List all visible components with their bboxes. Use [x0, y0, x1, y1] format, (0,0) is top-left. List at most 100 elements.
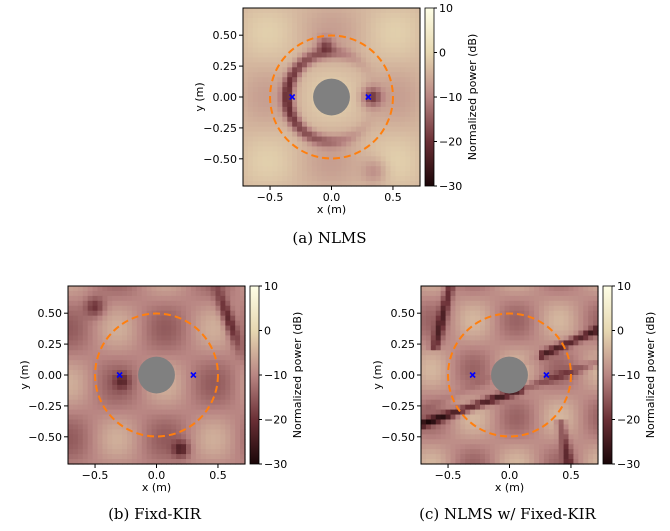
heatmap-cell: [558, 330, 565, 337]
heatmap-cell: [385, 171, 392, 177]
heatmap-cell: [141, 409, 148, 416]
heatmap-cell: [205, 399, 212, 406]
heatmap-cell: [395, 8, 401, 14]
heatmap-cell: [489, 345, 496, 351]
heatmap-cell: [385, 42, 392, 49]
heatmap-cell: [77, 379, 84, 386]
heatmap-cell: [543, 305, 550, 312]
heatmap-cell: [97, 389, 104, 396]
heatmap-cell: [480, 365, 486, 371]
heatmap-cell: [277, 67, 283, 73]
heatmap-cell: [146, 404, 153, 411]
heatmap-cell: [77, 315, 84, 322]
heatmap-cell: [146, 459, 153, 465]
heatmap-cell: [287, 126, 293, 133]
heatmap-cell: [524, 295, 530, 302]
heatmap-cell: [77, 429, 84, 435]
heatmap-cell: [97, 399, 104, 406]
heatmap-cell: [400, 136, 406, 143]
heatmap-cell: [272, 42, 279, 49]
heatmap-cell: [499, 459, 506, 465]
heatmap-cell: [210, 414, 217, 421]
heatmap-cell: [235, 394, 241, 401]
heatmap-cell: [195, 444, 202, 450]
heatmap-cell: [385, 176, 392, 182]
heatmap-cell: [583, 345, 589, 351]
heatmap-cell: [247, 141, 254, 148]
heatmap-cell: [470, 384, 476, 391]
heatmap-cell: [593, 320, 599, 327]
heatmap-cell: [215, 290, 222, 297]
heatmap-cell: [77, 370, 84, 376]
heatmap-cell: [92, 370, 99, 376]
heatmap-cell: [563, 424, 570, 430]
heatmap-cell: [445, 370, 452, 376]
heatmap-cell: [375, 151, 382, 157]
heatmap-cell: [131, 454, 138, 460]
heatmap-cell: [141, 444, 148, 450]
heatmap-cell: [583, 300, 589, 307]
heatmap-cell: [558, 389, 565, 396]
heatmap-cell: [385, 97, 392, 103]
heatmap-cell: [509, 439, 516, 445]
heatmap-cell: [519, 355, 525, 361]
heatmap-cell: [588, 429, 594, 435]
heatmap-cell: [489, 379, 496, 386]
heatmap-cell: [225, 389, 231, 396]
heatmap-cell: [156, 444, 163, 450]
heatmap-cell: [146, 439, 153, 445]
heatmap-cell: [230, 315, 236, 322]
heatmap-cell: [375, 111, 382, 118]
heatmap-cell: [240, 379, 246, 386]
heatmap-cell: [430, 459, 437, 465]
heatmap-cell: [573, 439, 579, 445]
heatmap-cell: [489, 409, 496, 416]
heatmap-cell: [336, 131, 342, 138]
heatmap-cell: [470, 350, 476, 356]
heatmap-cell: [171, 434, 177, 440]
heatmap-cell: [200, 320, 207, 327]
heatmap-cell: [220, 404, 226, 411]
heatmap-cell: [321, 37, 328, 44]
heatmap-cell: [593, 310, 599, 317]
heatmap-cell: [292, 171, 298, 177]
heatmap-cell: [181, 350, 187, 356]
heatmap-cell: [504, 300, 511, 307]
heatmap-cell: [247, 116, 254, 123]
heatmap-cell: [480, 459, 486, 465]
heatmap-cell: [534, 389, 540, 396]
heatmap-cell: [240, 330, 246, 337]
heatmap-cell: [534, 360, 540, 366]
heatmap-cell: [107, 286, 113, 292]
heatmap-cell: [205, 429, 212, 435]
heatmap-cell: [578, 434, 584, 440]
heatmap-cell: [190, 379, 197, 386]
heatmap-cell: [499, 315, 506, 322]
heatmap-cell: [215, 414, 222, 421]
heatmap-cell: [195, 365, 202, 371]
heatmap-cell: [395, 146, 401, 152]
heatmap-cell: [460, 350, 466, 356]
heatmap-cell: [380, 72, 387, 78]
heatmap-cell: [450, 375, 457, 381]
heatmap-cell: [380, 166, 387, 172]
heatmap-cell: [475, 315, 481, 322]
heatmap-cell: [593, 335, 599, 341]
heatmap-cell: [395, 106, 401, 113]
heatmap-cell: [252, 181, 259, 187]
heatmap-cell: [297, 12, 303, 19]
heatmap-cell: [166, 439, 172, 445]
heatmap-cell: [421, 449, 427, 455]
heatmap-cell: [361, 32, 367, 39]
heatmap-cell: [568, 429, 575, 435]
heatmap-cell: [210, 355, 217, 361]
heatmap-cell: [440, 310, 447, 317]
heatmap-cell: [87, 286, 94, 292]
heatmap-cell: [321, 52, 328, 59]
heatmap-cell: [292, 62, 298, 68]
heatmap-cell: [356, 42, 362, 49]
heatmap-cell: [489, 444, 496, 450]
heatmap-cell: [563, 325, 570, 332]
heatmap-cell: [539, 350, 545, 356]
heatmap-cell: [435, 379, 442, 386]
